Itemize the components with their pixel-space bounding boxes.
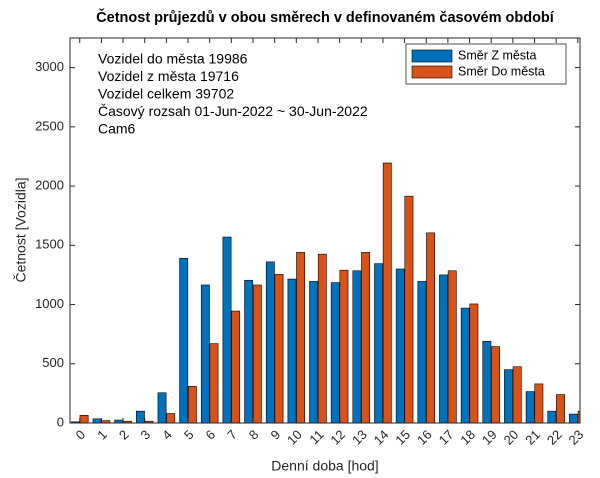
bar	[482, 340, 492, 423]
x-tick-label: 22	[544, 427, 565, 448]
bar	[339, 269, 349, 423]
bar	[361, 252, 371, 423]
bar	[460, 307, 470, 423]
bar	[439, 274, 448, 423]
x-tick-label: 9	[267, 427, 283, 443]
bar	[547, 410, 557, 423]
x-tick-label: 10	[284, 427, 305, 448]
bar	[426, 232, 435, 423]
y-tick-label: 2000	[35, 178, 64, 193]
bar	[447, 270, 457, 423]
annotation: Vozidel celkem 39702	[98, 86, 234, 102]
y-axis-label: Četnost [Vozidla]	[13, 177, 29, 282]
y-tick-label: 1500	[35, 237, 64, 252]
bar	[222, 236, 232, 423]
bar	[166, 413, 176, 423]
x-tick-label: 4	[159, 427, 175, 443]
legend-swatch	[411, 65, 453, 79]
x-tick-label: 16	[414, 427, 435, 448]
bar	[287, 278, 297, 423]
chart-title: Četnost průjezdů v obou směrech v defino…	[96, 8, 555, 26]
bar	[274, 274, 284, 423]
bar	[569, 413, 578, 423]
bar	[252, 284, 262, 423]
bar	[244, 279, 254, 423]
x-tick-label: 2	[116, 427, 132, 443]
bar	[525, 391, 535, 423]
legend-label: Směr Z města	[458, 48, 537, 62]
y-tick-label: 2500	[35, 118, 64, 133]
x-tick-label: 5	[181, 427, 197, 443]
legend-label: Směr Do města	[458, 64, 545, 78]
annotation: Vozidel do města 19986	[98, 51, 248, 67]
annotation: Cam6	[98, 121, 136, 137]
x-tick-label: 15	[392, 427, 413, 448]
bar	[512, 366, 522, 423]
bar	[395, 268, 405, 423]
x-tick-label: 1	[94, 427, 110, 443]
y-tick-label: 1000	[35, 296, 64, 311]
bar	[200, 284, 210, 423]
bar	[330, 282, 340, 423]
x-tick-label: 3	[138, 427, 154, 443]
bars	[70, 162, 580, 423]
annotation: Vozidel z města 19716	[98, 68, 239, 84]
x-tick-label: 23	[566, 427, 587, 448]
bar	[556, 394, 565, 423]
bar	[417, 281, 427, 423]
x-tick-label: 6	[203, 427, 219, 443]
bar	[382, 162, 392, 423]
x-tick-label: 12	[327, 427, 348, 448]
bar	[504, 369, 513, 423]
x-axis-label: Denní doba [hod]	[271, 458, 378, 474]
x-tick-label: 13	[349, 427, 370, 448]
bar	[352, 270, 362, 423]
x-tick-label: 7	[224, 427, 240, 443]
bar	[491, 346, 500, 423]
bar	[404, 195, 414, 423]
legend-swatch	[411, 49, 453, 63]
bar	[374, 263, 384, 423]
x-tick-label: 18	[457, 427, 478, 448]
x-tick-label: 8	[246, 427, 262, 443]
x-tick-label: 14	[371, 427, 392, 448]
bar	[209, 343, 219, 423]
x-tick-label: 11	[306, 427, 326, 447]
bar	[135, 410, 145, 423]
bar	[187, 385, 197, 423]
plot-border	[69, 37, 581, 424]
bar	[265, 261, 275, 423]
annotation: Časový rozsah 01-Jun-2022 ~ 30-Jun-2022	[98, 103, 368, 119]
bar	[79, 414, 89, 423]
x-tick-label: 0	[73, 427, 89, 443]
bar	[534, 383, 544, 423]
x-tick-label: 20	[501, 427, 522, 448]
bar	[92, 418, 102, 423]
y-tick-label: 3000	[35, 59, 64, 74]
bar	[469, 303, 479, 423]
x-tick-label: 17	[436, 427, 457, 448]
bar	[309, 281, 319, 423]
x-tick-label: 21	[522, 427, 543, 448]
y-tick-label: 0	[57, 414, 64, 429]
bar	[157, 392, 167, 423]
bar	[317, 253, 327, 423]
bar	[577, 410, 580, 423]
bar	[231, 310, 241, 423]
x-tick-label: 19	[479, 427, 500, 448]
y-tick-label: 500	[42, 355, 64, 370]
bar	[179, 258, 189, 423]
bar	[296, 252, 306, 423]
